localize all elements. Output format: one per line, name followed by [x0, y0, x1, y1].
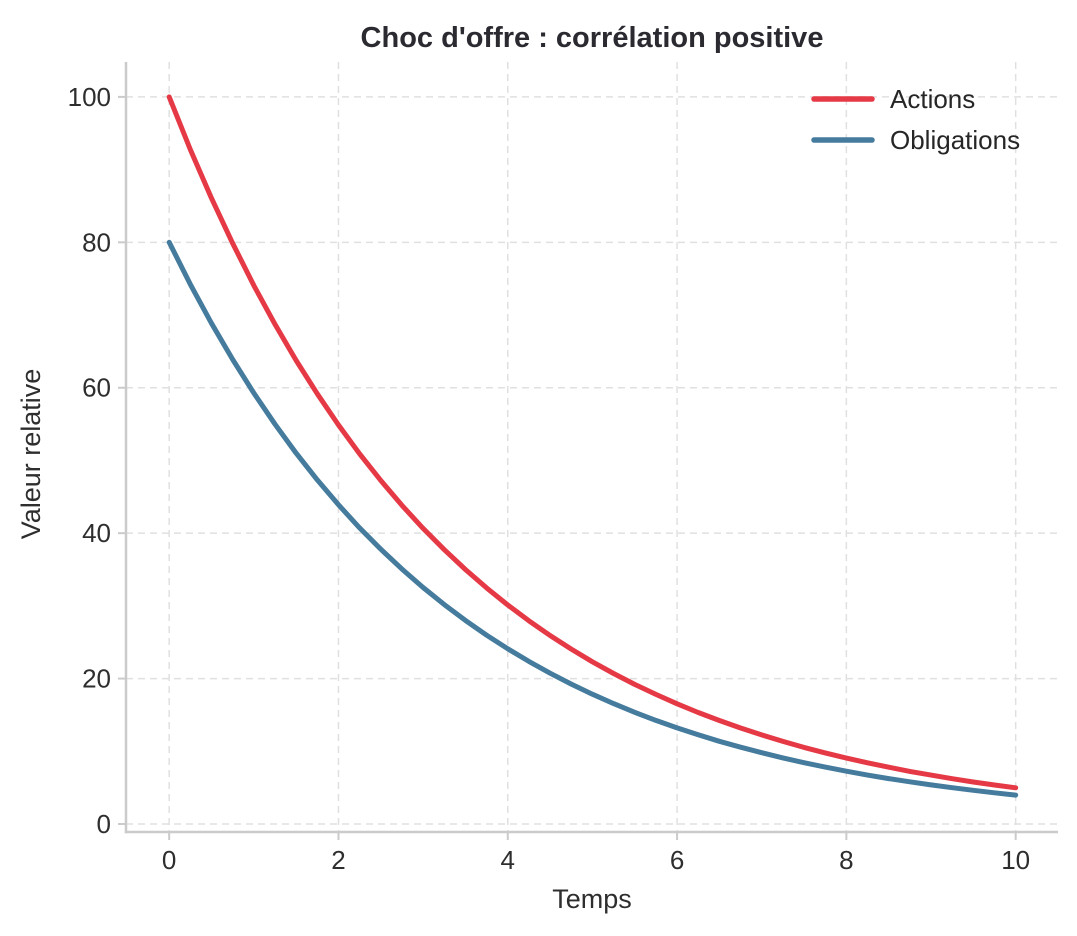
x-tick-label: 0	[162, 845, 176, 875]
y-axis-label: Valeur relative	[16, 369, 46, 540]
x-tick-label: 6	[670, 845, 684, 875]
x-tick-label: 4	[501, 845, 515, 875]
grid-layer	[126, 62, 1058, 832]
chart-title: Choc d'offre : corrélation positive	[361, 22, 824, 54]
x-tick-label: 8	[839, 845, 853, 875]
y-tick-label: 0	[97, 809, 111, 839]
y-tick-label: 80	[82, 227, 111, 257]
y-tick-label: 40	[82, 518, 111, 548]
curves-layer	[166, 94, 1019, 798]
y-tick-label: 20	[82, 664, 111, 694]
x-tick-label: 2	[331, 845, 345, 875]
x-axis-label: Temps	[552, 884, 632, 914]
legend: Actions Obligations	[811, 84, 1020, 155]
legend-label-obligations: Obligations	[890, 125, 1020, 155]
y-tick-label: 60	[82, 373, 111, 403]
series-line-obligations	[166, 239, 1019, 798]
x-tick-label: 10	[1001, 845, 1030, 875]
y-tick-label: 100	[68, 82, 111, 112]
legend-label-actions: Actions	[890, 84, 975, 114]
series-line-actions	[166, 94, 1019, 791]
